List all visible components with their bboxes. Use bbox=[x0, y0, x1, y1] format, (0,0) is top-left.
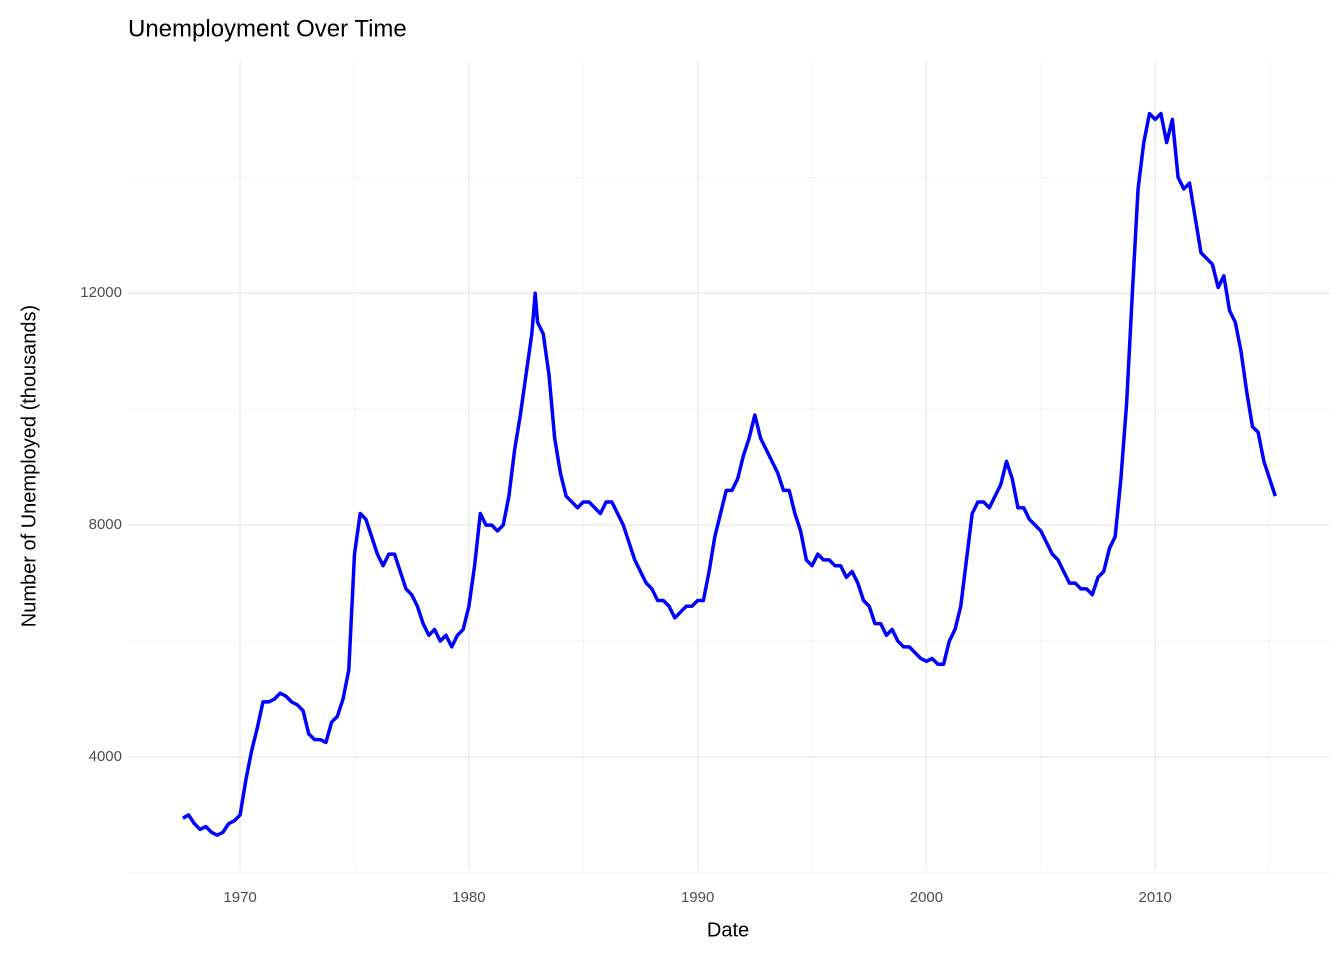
y-axis-label: Number of Unemployed (thousands) bbox=[18, 305, 40, 627]
chart-title: Unemployment Over Time bbox=[128, 15, 407, 42]
data-line bbox=[182, 111, 1277, 837]
x-tick-label: 1980 bbox=[452, 889, 485, 906]
x-tick-label: 1970 bbox=[223, 889, 256, 906]
x-tick-label: 2010 bbox=[1139, 889, 1172, 906]
y-tick-label: 12000 bbox=[80, 284, 122, 301]
x-axis-label: Date bbox=[707, 919, 749, 941]
y-tick-label: 4000 bbox=[89, 748, 122, 765]
x-tick-label: 2000 bbox=[910, 889, 943, 906]
y-tick-label: 8000 bbox=[89, 516, 122, 533]
x-tick-label: 1990 bbox=[681, 889, 714, 906]
